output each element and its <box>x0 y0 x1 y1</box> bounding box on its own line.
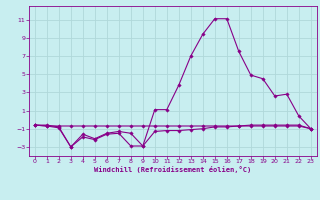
X-axis label: Windchill (Refroidissement éolien,°C): Windchill (Refroidissement éolien,°C) <box>94 166 252 173</box>
